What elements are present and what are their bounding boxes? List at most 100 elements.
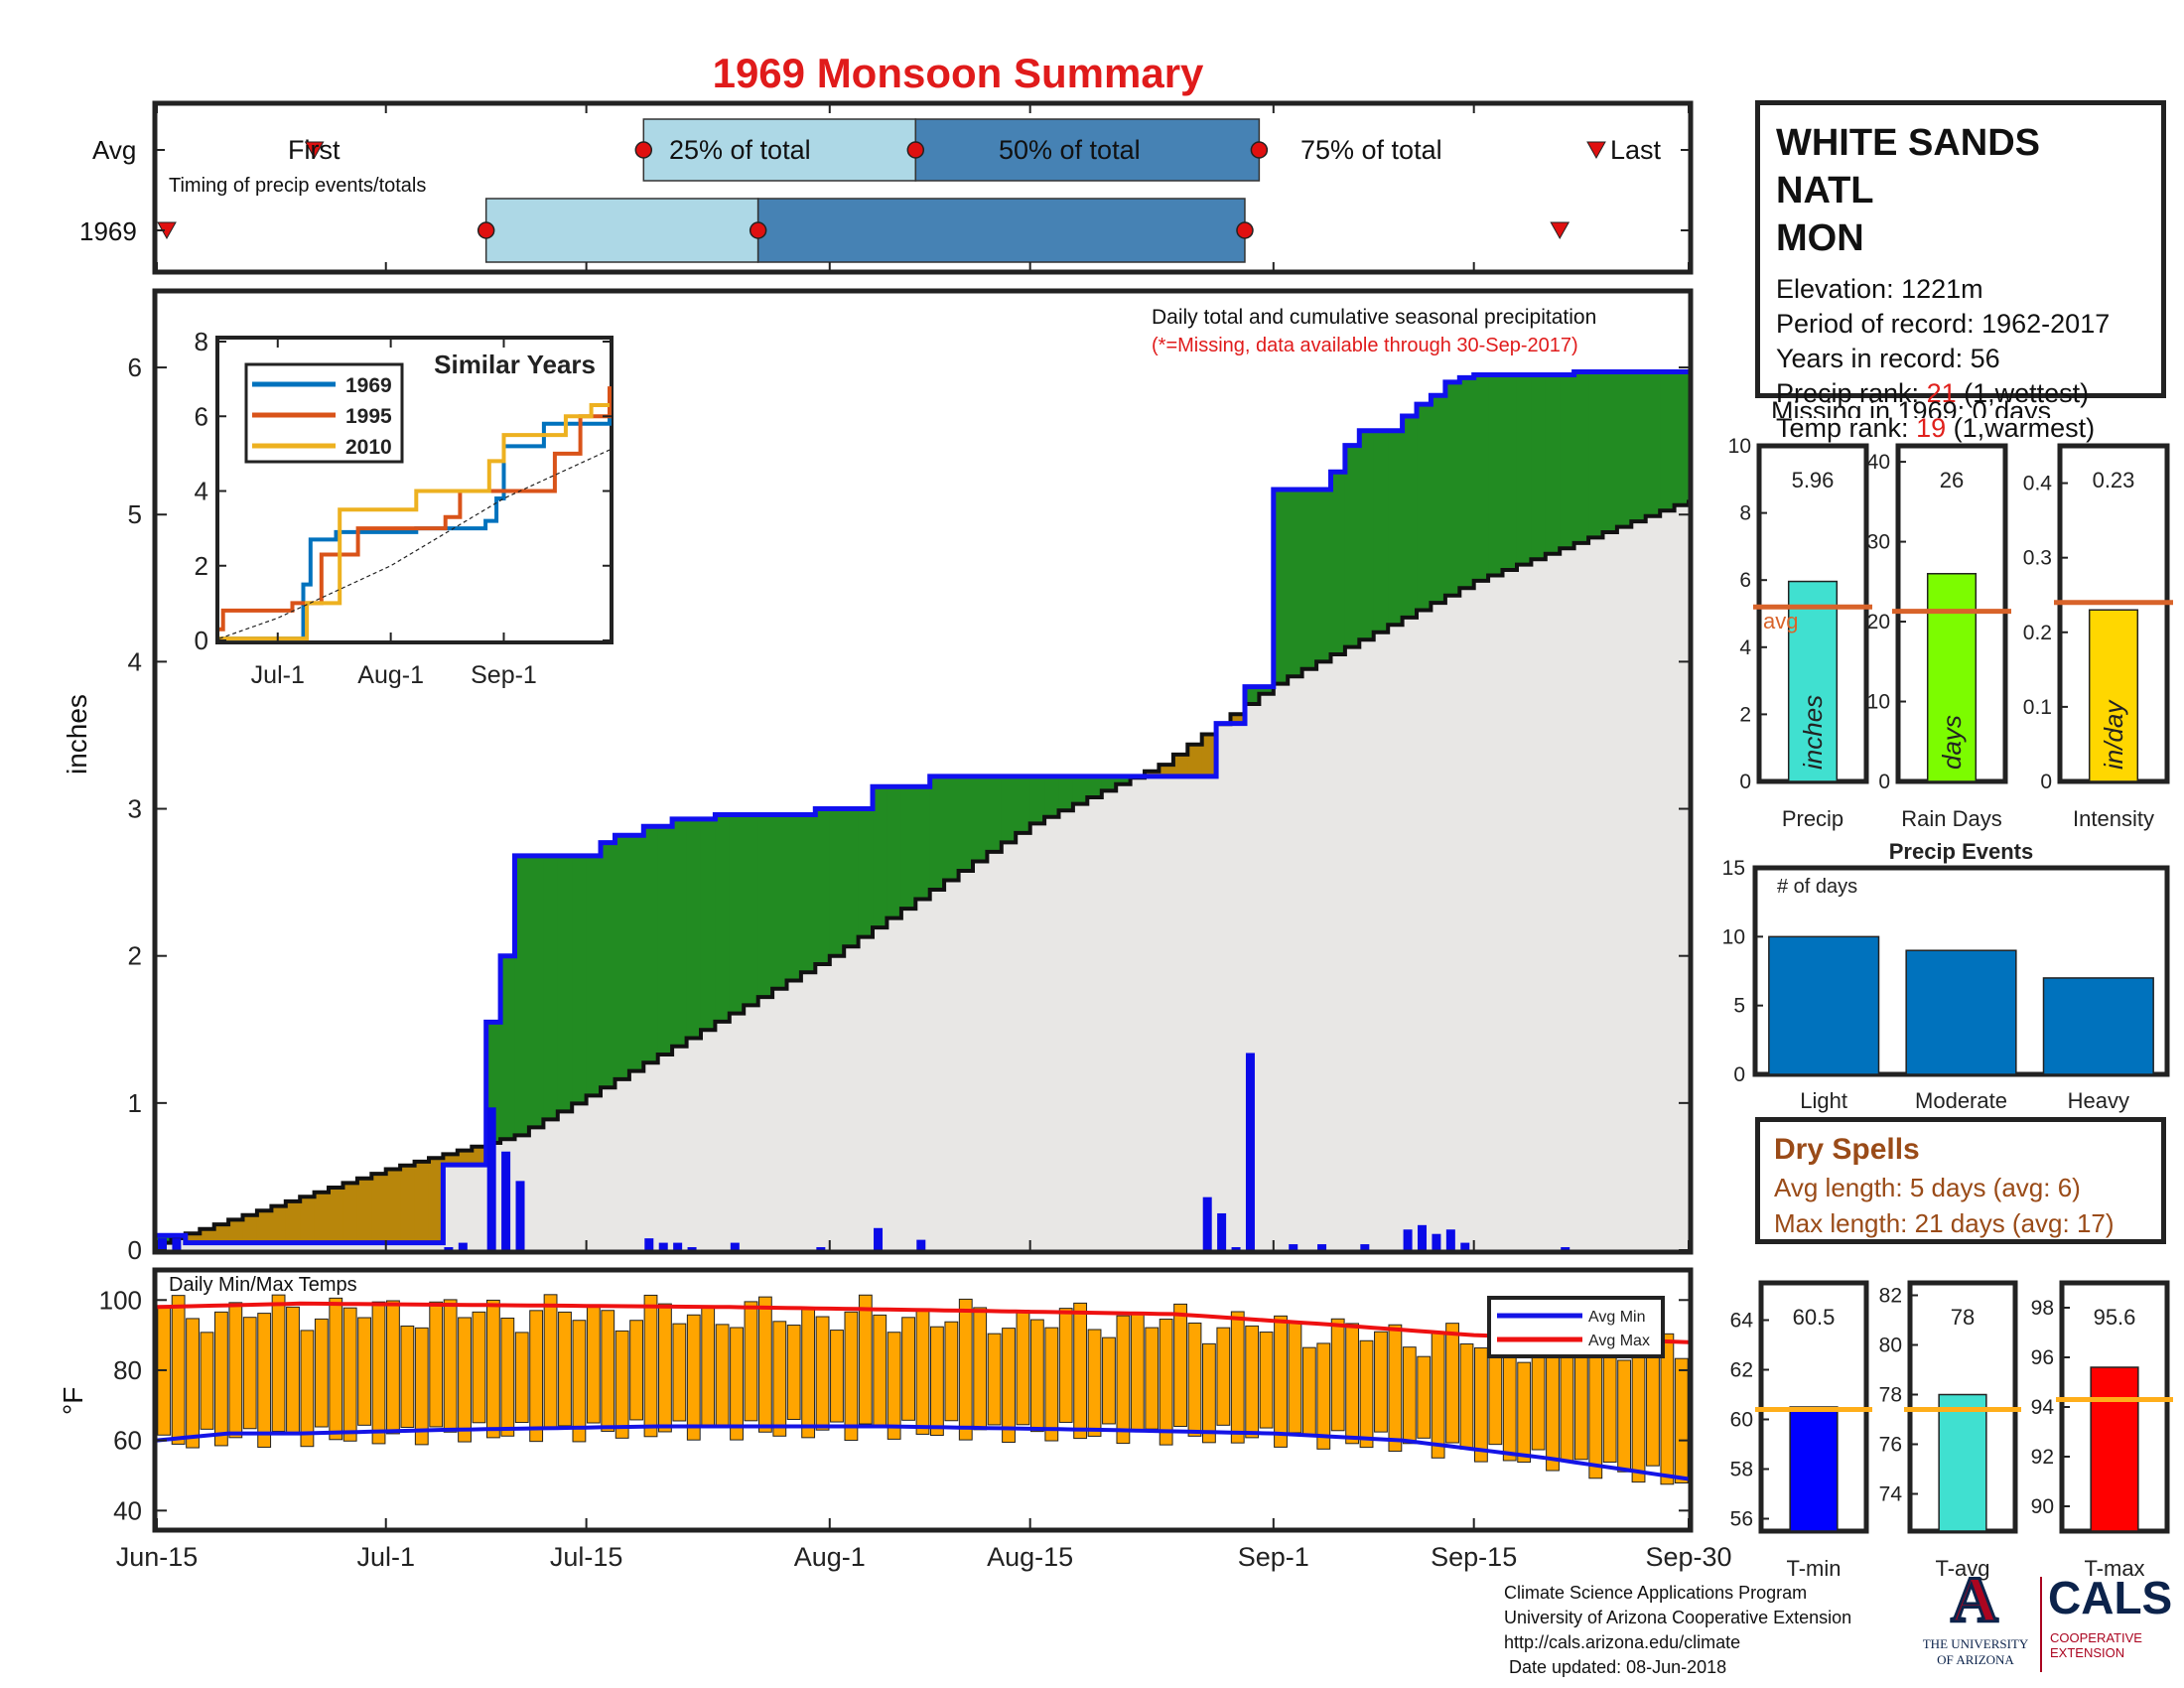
tavg-stat-bar (1938, 1393, 1987, 1532)
timing-year-label: 1969 (79, 216, 137, 246)
daily-temp-bar (228, 1302, 243, 1439)
daily-temp-bar (686, 1314, 701, 1441)
precip-stat-value-label: 5.96 (1792, 468, 1835, 492)
daily-precip-bar (1460, 1242, 1470, 1250)
below-average-area (342, 1183, 358, 1243)
tmin-stat-ytick-label: 64 (1730, 1310, 1754, 1333)
above-average-area (1016, 775, 1031, 833)
precip-annotation: Daily total and cumulative seasonal prec… (1152, 306, 1597, 329)
above-average-area (1631, 371, 1647, 522)
daily-temp-bar (801, 1309, 816, 1439)
avg-max-line (156, 1301, 1690, 1344)
above-average-area (500, 955, 516, 1140)
above-average-area (1244, 686, 1260, 704)
average-cumulative-line (157, 499, 1691, 1245)
daily-temp-bar (629, 1320, 643, 1421)
precip-stat-ytick-label: 2 (1739, 703, 1751, 726)
above-average-area (601, 842, 616, 1088)
daily-temp-bar (529, 1310, 544, 1443)
daily-temp-bar (329, 1297, 343, 1441)
legend-min-label: Avg Min (1588, 1309, 1646, 1326)
above-average-area (1473, 374, 1489, 581)
below-average-area (285, 1200, 301, 1243)
daily-temp-bar (987, 1333, 1002, 1426)
below-average-area (457, 1150, 473, 1166)
below-average-area (185, 1233, 201, 1243)
above-average-area (1431, 395, 1446, 604)
year-p25-marker (477, 221, 495, 239)
above-average-area (700, 818, 717, 1031)
pct50-label: 50% of total (999, 135, 1141, 165)
timing-avg-label: Avg (92, 135, 137, 165)
above-average-area (1444, 381, 1460, 596)
daily-temp-bar (1573, 1355, 1588, 1461)
below-average-area (1172, 754, 1188, 776)
date-xtick-label: Jun-15 (116, 1542, 199, 1572)
date-xtick-label: Jul-1 (356, 1542, 415, 1572)
footer-line3[interactable]: http://cals.arizona.edu/climate (1504, 1632, 1741, 1652)
avg-50-75-box (914, 118, 1261, 182)
inset-legend-label: 1995 (345, 405, 392, 428)
above-average-area (557, 855, 573, 1112)
cals-wordmark: CALS (2048, 1572, 2173, 1623)
above-average-area (1573, 371, 1589, 543)
daily-precip-bar (1289, 1244, 1298, 1250)
inset-title: Similar Years (434, 350, 596, 379)
daily-temp-bar (200, 1332, 214, 1430)
daily-temp-bar (314, 1318, 329, 1428)
daily-temp-bar (342, 1307, 357, 1442)
avg-min-line (156, 1424, 1690, 1481)
daily-precip-bar (1432, 1233, 1441, 1250)
footer-line1: Climate Science Applications Program (1504, 1583, 1808, 1603)
daily-temp-bar (1187, 1322, 1202, 1437)
inset-ytick-label: 8 (195, 327, 208, 356)
daily-precip-bar (172, 1238, 182, 1250)
above-average-area (1488, 374, 1504, 576)
station-name-line1: WHITE SANDS NATL (1776, 122, 2040, 211)
cals-line1: COOPERATIVE (2050, 1630, 2142, 1645)
precip-stat-ytick-label: 8 (1739, 502, 1751, 525)
daily-temp-bar (1259, 1332, 1274, 1429)
daily-temp-bar (757, 1296, 772, 1433)
date-xtick-label: Sep-1 (1238, 1542, 1309, 1572)
below-average-area (400, 1165, 416, 1243)
daily-temp-bar (901, 1317, 915, 1421)
tmin-stat-value-label: 60.5 (1793, 1305, 1836, 1330)
date-xtick-label: Aug-15 (987, 1542, 1073, 1572)
intensity-stat-ytick-label: 0.3 (2023, 547, 2052, 570)
inset-xtick-label: Sep-1 (471, 661, 537, 689)
similar-year-average-line (218, 449, 611, 639)
timing-panel (152, 100, 1694, 275)
precip-stat-bar (1787, 580, 1839, 782)
footer-date: Date updated: 08-Jun-2018 (1504, 1657, 1727, 1677)
below-average-area (472, 1146, 487, 1166)
above-average-area (900, 786, 916, 910)
raindays-stat-unit-label: days (1937, 715, 1967, 770)
timing-subtitle: Timing of precip events/totals (169, 175, 427, 197)
temp-legend-box (1487, 1296, 1665, 1358)
above-average-area (786, 814, 802, 981)
daily-precip-bar (1231, 1247, 1241, 1250)
intensity-stat-axis-label: Intensity (2073, 806, 2154, 831)
below-average-area (300, 1196, 316, 1243)
tmax-stat-ytick-label: 90 (2031, 1495, 2054, 1518)
events-ytick-label: 10 (1722, 925, 1745, 948)
above-average-area (572, 855, 588, 1104)
cals-line2: EXTENSION (2050, 1645, 2125, 1660)
daily-precip-bar (1317, 1244, 1327, 1250)
daily-temp-bar (1502, 1343, 1517, 1462)
above-average-area (1330, 472, 1346, 654)
daily-temp-bar (1216, 1327, 1231, 1426)
daily-temp-bar (1002, 1328, 1016, 1444)
above-average-area (987, 775, 1003, 852)
above-average-area (643, 826, 659, 1063)
daily-temp-bar (472, 1311, 486, 1424)
temp-frame (152, 1267, 1694, 1533)
above-average-area (1616, 371, 1632, 527)
precip-stat-ytick-label: 0 (1739, 771, 1751, 793)
daily-precip-bar (515, 1181, 525, 1250)
raindays-stat-bar (1926, 573, 1978, 782)
below-average-area (371, 1174, 387, 1243)
daily-temp-bar (485, 1299, 500, 1439)
year-p75-marker (1236, 221, 1254, 239)
